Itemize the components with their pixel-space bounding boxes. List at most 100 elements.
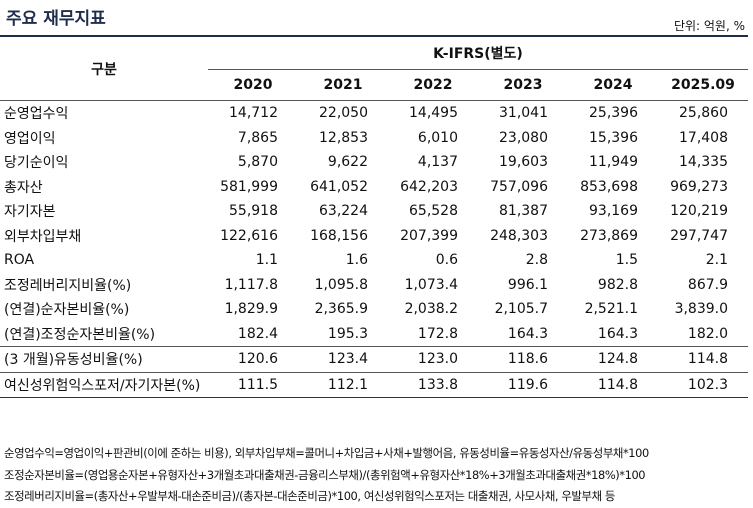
cell-value: 124.8	[568, 346, 658, 372]
cell-value: 22,050	[319, 105, 368, 122]
year-header: 2023	[478, 69, 568, 101]
financial-table: 구분 K-IFRS(별도) 2020 2021 2022 2023 2024 2025.09…	[0, 35, 748, 398]
cell-value: 2,365.9	[314, 301, 368, 318]
cell-value: 114.8	[658, 346, 748, 372]
cell-value: 31,041	[499, 105, 548, 122]
year-header: 2022	[388, 69, 478, 101]
cell-value: 3,839.0	[674, 301, 728, 318]
cell-value: 102.3	[658, 371, 748, 398]
row-label: 영업이익	[4, 130, 56, 147]
cell-value: 111.5	[208, 371, 298, 398]
cell-value: 15,396	[589, 129, 638, 146]
cell-value: 641,052	[310, 178, 368, 195]
table-row: 당기순이익 5,870 9,622 4,137 19,603 11,949 14,335	[0, 150, 748, 175]
table-row: 여신성위험익스포저/자기자본(%) 111.5 112.1 133.8 119.6 114…	[0, 371, 748, 398]
table-row: 총자산 581,999 641,052 642,203 757,096 853,698 96…	[0, 175, 748, 200]
cell-value: 14,335	[679, 154, 728, 171]
table-row: 순영업수익 14,712 22,050 14,495 31,041 25,396 25,86…	[0, 101, 748, 126]
cell-value: 2.8	[525, 252, 548, 269]
cell-value: 93,169	[589, 203, 638, 220]
cell-value: 12,853	[319, 129, 368, 146]
cell-value: 25,860	[679, 105, 728, 122]
row-label: 당기순이익	[4, 155, 69, 172]
cell-value: 581,999	[220, 178, 278, 195]
cell-value: 5,870	[237, 154, 278, 171]
cell-value: 6,010	[417, 129, 458, 146]
note-line: 순영업수익=영업이익+판관비(이에 준하는 비용), 외부차입부채=콜머니+차입…	[4, 446, 649, 460]
cell-value: 248,303	[490, 227, 548, 244]
row-label: (연결)순자본비율(%)	[4, 302, 130, 319]
cell-value: 120.6	[208, 346, 298, 372]
cell-value: 11,949	[589, 154, 638, 171]
row-label: ROA	[4, 252, 35, 269]
cell-value: 2,105.7	[494, 301, 548, 318]
cell-value: 2,521.1	[584, 301, 638, 318]
cell-value: 4,137	[417, 154, 458, 171]
cell-value: 2.1	[705, 252, 728, 269]
cell-value: 14,712	[229, 105, 278, 122]
row-label: 자기자본	[4, 204, 56, 221]
year-header: 2021	[298, 69, 388, 101]
cell-value: 2,038.2	[404, 301, 458, 318]
cell-value: 642,203	[400, 178, 458, 195]
cell-value: 182.0	[687, 325, 728, 342]
cell-value: 133.8	[388, 371, 478, 398]
cell-value: 164.3	[507, 325, 548, 342]
cell-value: 65,528	[409, 203, 458, 220]
row-label: (연결)조정순자본비율(%)	[4, 326, 156, 343]
cell-value: 63,224	[319, 203, 368, 220]
cell-value: 1,829.9	[224, 301, 278, 318]
cell-value: 119.6	[478, 371, 568, 398]
cell-value: 297,747	[670, 227, 728, 244]
table-row: 자기자본 55,918 63,224 65,528 81,387 93,169 120,21…	[0, 199, 748, 224]
cell-value: 1.6	[345, 252, 368, 269]
row-label: 순영업수익	[4, 106, 69, 123]
year-header: 2020	[208, 69, 298, 101]
cell-value: 120,219	[670, 203, 728, 220]
cell-value: 19,603	[499, 154, 548, 171]
cell-value: 112.1	[298, 371, 388, 398]
cell-value: 123.0	[388, 346, 478, 372]
cell-value: 982.8	[597, 276, 638, 293]
row-label: 외부차입부채	[4, 228, 82, 245]
cell-value: 7,865	[237, 129, 278, 146]
cell-value: 9,622	[327, 154, 368, 171]
cell-value: 1.5	[615, 252, 638, 269]
cell-value: 23,080	[499, 129, 548, 146]
cell-value: 1.1	[255, 252, 278, 269]
cell-value: 17,408	[679, 129, 728, 146]
note-line: 조정순자본비율=(영업용순자본+유형자산+3개월초과대출채권-금융리스부채)/(…	[4, 467, 646, 482]
cell-value: 164.3	[597, 325, 638, 342]
corner: 구분	[0, 36, 208, 101]
row-label: 총자산	[4, 179, 43, 196]
cell-value: 122,616	[220, 227, 278, 244]
cell-value: 172.8	[417, 325, 458, 342]
cell-value: 273,869	[580, 227, 638, 244]
cell-value: 996.1	[507, 276, 548, 293]
cell-value: 118.6	[478, 346, 568, 372]
row-label: (3 개월)유동성비율(%)	[0, 346, 208, 372]
cell-value: 1,117.8	[224, 276, 278, 293]
table-row: 외부차입부채 122,616 168,156 207,399 248,303 273,86…	[0, 224, 748, 249]
table-row: 영업이익 7,865 12,853 6,010 23,080 15,396 17,408	[0, 126, 748, 151]
cell-value: 114.8	[568, 371, 658, 398]
cell-value: 55,918	[229, 203, 278, 220]
cell-value: 1,095.8	[314, 276, 368, 293]
table-row: 조정레버리지비율(%) 1,117.8 1,095.8 1,073.4 996.1 982…	[0, 273, 748, 298]
note-line: 조정레버리지비율=(총자산+우발부채-대손준비금)/(총자본-대손준비금)*10…	[4, 489, 615, 503]
year-header: 2025.09	[658, 69, 748, 101]
cell-value: 1,073.4	[404, 276, 458, 293]
cell-value: 81,387	[499, 203, 548, 220]
row-label: 여신성위험익스포저/자기자본(%)	[0, 371, 208, 398]
unit: 단위: 억원, %	[673, 19, 745, 33]
table-row: (3 개월)유동성비율(%) 120.6 123.4 123.0 118.6 124.8 1…	[0, 346, 748, 372]
table-row: (연결)순자본비율(%) 1,829.9 2,365.9 2,038.2 2,105.7…	[0, 297, 748, 322]
cell-value: 867.9	[687, 276, 728, 293]
cell-value: 757,096	[490, 178, 548, 195]
cell-value: 853,698	[580, 178, 638, 195]
cell-value: 168,156	[310, 227, 368, 244]
cell-value: 0.6	[435, 252, 458, 269]
cell-value: 123.4	[298, 346, 388, 372]
row-label: 조정레버리지비율(%)	[4, 277, 132, 294]
